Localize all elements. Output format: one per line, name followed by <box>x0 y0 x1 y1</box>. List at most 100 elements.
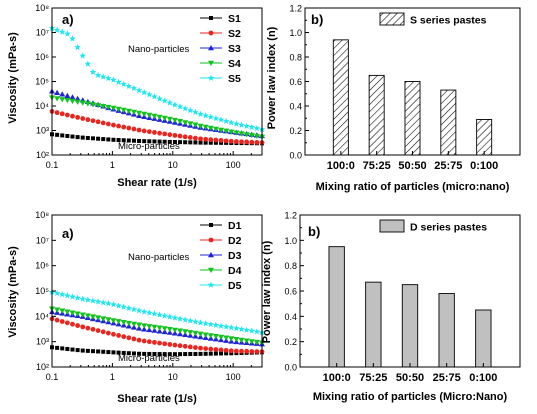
y-axis-label: Viscosity (mPa-s) <box>7 32 19 124</box>
data-point <box>94 71 102 79</box>
data-point <box>99 73 107 80</box>
data-point <box>198 351 203 356</box>
data-point <box>54 96 61 102</box>
data-point <box>141 111 148 117</box>
y-tick-label: 1.2 <box>289 4 302 14</box>
data-point <box>110 105 117 111</box>
y-tick-label: 0.6 <box>284 287 297 297</box>
data-point <box>152 339 157 345</box>
data-point <box>70 113 75 119</box>
data-point <box>156 95 163 102</box>
bar <box>438 293 455 368</box>
data-point <box>80 348 85 353</box>
x-tick-label: 100 <box>226 160 241 170</box>
data-point <box>202 112 209 119</box>
data-point <box>101 137 106 142</box>
data-point <box>59 111 65 117</box>
data-point <box>208 140 213 145</box>
data-point <box>106 350 111 355</box>
data-point <box>70 347 75 352</box>
data-point <box>59 308 66 314</box>
data-point <box>74 294 81 301</box>
bar <box>365 281 382 368</box>
y-tick-label: 1.0 <box>289 28 302 38</box>
data-point <box>187 135 193 140</box>
data-point <box>69 293 76 300</box>
data-point <box>181 105 189 112</box>
data-point <box>151 113 158 119</box>
data-point <box>167 352 172 357</box>
data-point <box>212 333 219 340</box>
data-point <box>198 136 203 142</box>
data-point <box>248 123 255 130</box>
data-point <box>166 326 173 333</box>
data-point <box>80 324 86 330</box>
data-point <box>249 349 255 354</box>
data-point <box>130 324 137 330</box>
y-tick-label: 10⁵ <box>35 77 49 87</box>
data-point <box>151 327 158 333</box>
data-point <box>192 330 199 337</box>
data-point <box>244 139 250 145</box>
x-tick-label: 100:0 <box>327 160 355 172</box>
data-point <box>90 136 95 141</box>
data-point <box>137 351 142 356</box>
y-tick-label: 10⁵ <box>35 286 49 296</box>
data-point <box>152 130 157 135</box>
legend-label: S1 <box>228 13 241 25</box>
data-point <box>53 289 61 297</box>
data-point <box>233 139 239 144</box>
data-point <box>111 350 116 355</box>
series-S4 <box>49 95 265 140</box>
data-point <box>136 325 143 331</box>
data-point <box>198 140 203 145</box>
data-point <box>208 137 214 143</box>
data-point <box>146 339 152 345</box>
data-point <box>65 133 70 138</box>
data-point <box>253 124 261 132</box>
data-point <box>243 326 250 333</box>
data-point <box>126 138 131 143</box>
data-point <box>105 300 112 307</box>
data-point <box>130 321 137 327</box>
y-tick-label: 1.0 <box>284 236 297 246</box>
data-point <box>243 122 250 129</box>
data-point <box>228 119 235 126</box>
y-tick-label: 0.2 <box>284 337 297 347</box>
y-tick-label: 10⁸ <box>35 210 49 220</box>
power-law-panel-1: 100:0 75:25 50:50 25:75 0:100 0.0 0.2 0.4 0.6 0.8… <box>266 4 521 193</box>
x-tick-label: 1 <box>110 160 115 170</box>
x-axis-label: Mixing ratio of particles (Micro:Nano) <box>313 391 508 403</box>
data-point <box>137 138 142 143</box>
data-point <box>223 128 230 134</box>
data-point <box>121 334 127 340</box>
y-tick-label: 0.8 <box>289 53 302 63</box>
data-point <box>64 112 70 118</box>
data-point <box>254 140 260 145</box>
data-point <box>156 114 163 120</box>
y-tick-label: 10⁷ <box>36 235 49 245</box>
data-point <box>166 313 174 320</box>
data-point <box>147 139 152 144</box>
data-point <box>238 131 245 137</box>
data-point <box>146 309 153 316</box>
data-point <box>80 135 85 140</box>
data-point <box>95 119 101 125</box>
data-point <box>182 120 189 126</box>
data-point <box>121 350 126 355</box>
data-point <box>131 138 136 143</box>
data-point <box>176 103 184 110</box>
data-point <box>248 327 255 334</box>
bar <box>401 284 419 368</box>
series-S5 <box>48 24 266 133</box>
data-point <box>178 140 183 145</box>
legend-marker <box>207 281 215 288</box>
data-point <box>218 127 225 133</box>
data-point <box>95 103 102 109</box>
data-point <box>203 346 209 351</box>
data-point <box>136 322 143 328</box>
data-point <box>197 331 204 337</box>
data-point <box>203 136 209 142</box>
data-point <box>146 324 153 330</box>
viscosity-panel-2: 0.1 1 10 100 10² 10³ 10⁴ 10⁵ 10⁶ 10⁷ 10⁸ Shear rate… <box>7 210 266 405</box>
